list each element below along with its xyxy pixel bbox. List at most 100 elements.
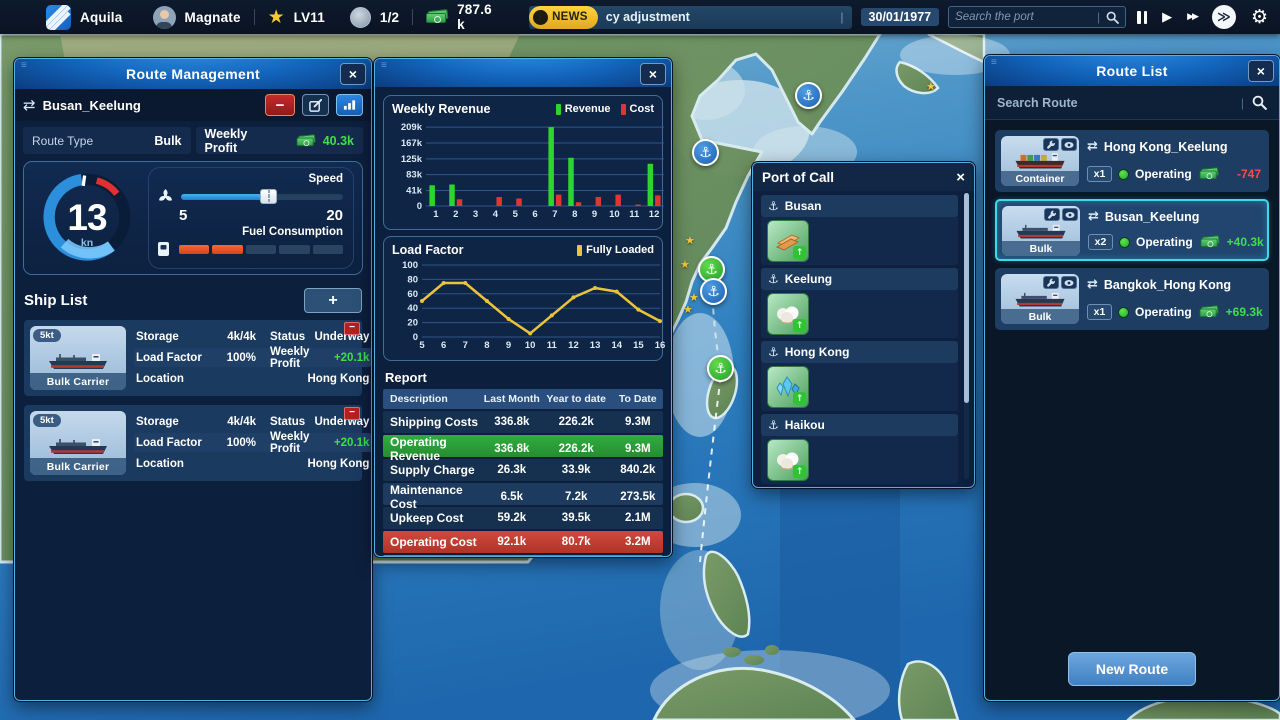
drag-handle-icon[interactable]: ≡ [991,57,998,68]
speed-min: 5 [179,207,188,224]
fast-forward-button[interactable]: ▶▶ [1187,11,1199,22]
commodity-cotton-icon[interactable]: ↑ [767,439,809,481]
route-name: Busan_Keelung [42,97,141,113]
load-factor-chart-card: Load Factor Fully Loaded 0 20 40 60 80 100 5 6 7… [383,236,665,361]
port-item[interactable]: ⚓ Hong Kong ↑ [761,341,958,411]
report-row: Maintenance Cost 6.5k 7.2k 273.5k [383,483,663,511]
drag-handle-icon[interactable]: ≡ [381,60,388,71]
port-of-call-titlebar[interactable]: Port of Call × [753,163,974,191]
close-icon[interactable]: × [640,63,666,85]
route-stats-button[interactable] [336,94,363,116]
divider: | [1096,10,1101,24]
manage-wrench-icon[interactable] [1043,276,1059,289]
route-info-row: Route Type Bulk Weekly Profit 40.3k [23,127,363,155]
route-name: Bangkok_Hong Kong [1103,277,1231,292]
route-card[interactable]: Bulk ⇄ Busan_Keelung x2 Operating +40.3k [995,199,1269,261]
route-management-titlebar[interactable]: ≡ Route Management × [15,59,371,89]
scrollbar[interactable] [964,193,969,479]
divider: | [840,10,844,24]
play-button[interactable]: ▶ [1162,9,1173,25]
port-marker-anchor-icon[interactable]: ⚓ [700,278,727,305]
load-factor-line-chart: 0 20 40 60 80 100 5 6 7 8 9 10 11 12 13 14 15 16 [402,260,666,351]
svg-text:16: 16 [655,340,666,351]
svg-text:125k: 125k [401,154,423,165]
port-search-input[interactable] [955,11,1091,23]
speed-value: 13 [67,197,107,238]
port-marker-anchor-icon[interactable]: ⚓ [692,139,719,166]
watch-eye-icon[interactable] [1061,138,1077,151]
commodity-crystal-icon[interactable]: ↑ [767,366,809,408]
port-marker-anchor-icon[interactable]: ⚓ [707,355,734,382]
ship-count-badge: x2 [1088,234,1113,250]
speed-slider-thumb[interactable] [260,188,278,204]
news-ticker[interactable]: ! NEWS cy adjustment | [529,5,852,29]
route-card[interactable]: Bulk ⇄ Bangkok_Hong Kong x1 Operating +6… [995,268,1269,330]
watch-eye-icon[interactable] [1061,276,1077,289]
port-item[interactable]: ⚓ Keelung ↑ [761,268,958,338]
stats-titlebar[interactable]: ≡ × [375,59,671,87]
port-item[interactable]: ⚓ Haikou ↑ [761,414,958,484]
current-speed-button[interactable]: ≫ [1211,5,1236,29]
speed-slider[interactable] [181,188,343,204]
svg-text:10: 10 [525,340,536,351]
report-cell: 840.2k [620,464,656,476]
watch-eye-icon[interactable] [1062,208,1078,221]
close-icon[interactable]: × [1248,60,1274,82]
player-avatar[interactable] [152,5,176,29]
search-icon[interactable] [1106,11,1120,24]
weekly-profit-cell: Weekly Profit 40.3k [195,127,363,155]
new-route-button[interactable]: New Route [1068,652,1196,686]
route-name: Hong Kong_Keelung [1103,139,1228,154]
ship-card[interactable]: − 5kt Bulk Carrier Storage [24,320,371,396]
storage-label: Storage [136,415,179,428]
pause-button[interactable] [1137,10,1148,24]
report-row: Operating Profit244.7k145.5k6.1M [383,555,663,556]
svg-text:41k: 41k [406,186,423,197]
ship-weekly-profit-value: +20.1k [333,436,370,449]
port-item[interactable]: ⚓ Busan ↑ [761,195,958,265]
route-search-box[interactable]: | [985,86,1279,120]
fully-loaded-legend-label: Fully Loaded [586,244,654,256]
edit-route-button[interactable] [302,94,329,116]
route-status: Operating [1136,235,1193,249]
remove-ship-icon[interactable]: − [344,407,360,420]
svg-text:0: 0 [417,201,422,212]
delete-route-button[interactable]: − [265,94,295,116]
search-icon[interactable] [1252,95,1267,110]
svg-text:83k: 83k [406,170,423,181]
route-name: Busan_Keelung [1104,209,1200,224]
supply-up-icon: ↑ [793,465,806,478]
manage-wrench-icon[interactable] [1044,208,1060,221]
route-swap-icon: ⇄ [1087,277,1098,292]
close-icon[interactable]: × [340,63,366,85]
supply-up-icon: ↑ [793,392,806,405]
route-list-titlebar[interactable]: ≡ Route List × [985,56,1279,86]
divider [412,9,414,25]
report-cell: 59.2k [497,512,527,524]
svg-text:100: 100 [402,260,418,271]
settings-gear-icon[interactable]: ⚙ [1250,5,1268,28]
ship-weekly-profit-value: +20.1k [333,351,370,364]
anchor-icon: ⚓ [768,418,779,432]
anchor-icon: ⚓ [768,272,779,286]
remove-ship-icon[interactable]: − [344,322,360,335]
route-card[interactable]: Container ⇄ Hong Kong_Keelung x1 Operati… [995,130,1269,192]
manage-wrench-icon[interactable] [1043,138,1059,151]
route-swap-icon: ⇄ [1088,209,1099,224]
weekly-profit-value: 40.3k [322,133,354,148]
port-marker-anchor-icon[interactable]: ⚓ [795,82,822,109]
route-search-input[interactable] [997,95,1233,110]
route-stats-window: ≡ × Weekly Revenue Revenue Cost 0 41k 83k 1… [374,58,672,557]
map-star-icon: ★ [926,80,936,93]
commodity-timber-icon[interactable]: ↑ [767,220,809,262]
route-info: ⇄ Bangkok_Hong Kong x1 Operating +69.3k [1087,274,1265,324]
load-factor-value: 100% [226,436,256,449]
drag-handle-icon[interactable]: ≡ [21,60,28,71]
port-search-box[interactable]: | [948,6,1127,28]
add-ship-button[interactable]: + [304,288,362,313]
close-icon[interactable]: × [956,168,965,186]
svg-text:10: 10 [609,209,620,220]
ship-card[interactable]: − 5kt Bulk Carrier Storage [24,405,371,481]
commodity-cotton-icon[interactable]: ↑ [767,293,809,335]
